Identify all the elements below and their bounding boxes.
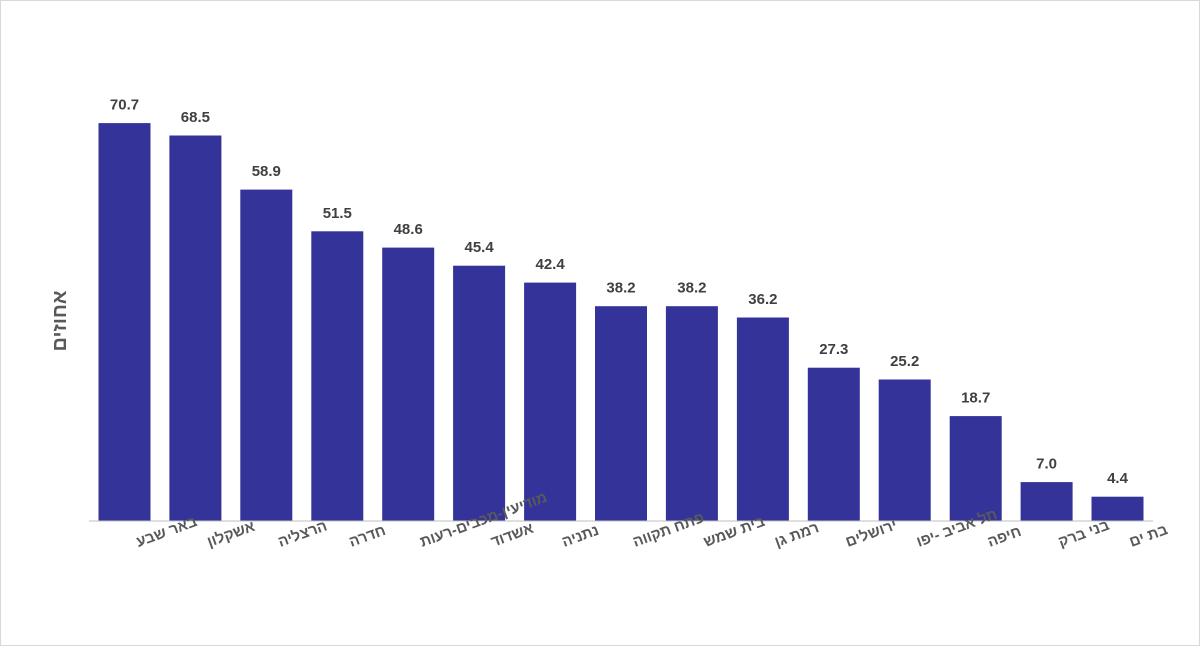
data-label-14: 7.0	[1036, 456, 1057, 473]
data-labels-group: 70.7 68.5 58.9 51.5 48.6 45.4 42.4 38.2 38.2 36.2…	[110, 97, 1129, 488]
x-tick-label-3: הרצליה	[276, 517, 330, 550]
x-tick-label-2: אשקלון	[205, 518, 257, 551]
bar-5	[381, 246, 436, 522]
data-label-15: 4.4	[1107, 470, 1129, 487]
x-tick-label-10: רמת גן	[772, 519, 821, 551]
y-axis-label: אחוזים	[49, 290, 71, 351]
data-label-3: 58.9	[252, 163, 281, 180]
data-label-7: 42.4	[535, 256, 565, 273]
x-tick-label-15: בת ים	[1127, 521, 1170, 551]
bar-1	[97, 122, 152, 522]
bar-12	[877, 378, 932, 522]
x-tick-label-13: חיפה	[985, 523, 1023, 551]
bar-8	[594, 305, 648, 522]
data-label-11: 27.3	[819, 341, 848, 358]
bar-14	[1019, 481, 1074, 522]
data-label-2: 68.5	[181, 109, 210, 126]
data-label-1: 70.7	[110, 97, 139, 114]
data-label-9: 38.2	[677, 280, 706, 297]
bar-4	[310, 230, 365, 522]
bar-10	[735, 316, 790, 522]
bars-group	[97, 122, 1145, 522]
bar-2	[168, 134, 223, 522]
data-label-10: 36.2	[748, 291, 777, 308]
data-label-8: 38.2	[606, 280, 635, 297]
data-label-12: 25.2	[890, 353, 919, 370]
data-label-5: 48.6	[394, 221, 423, 238]
bar-13	[948, 415, 1003, 522]
bar-3	[239, 188, 294, 522]
bar-15	[1090, 495, 1145, 522]
bar-9	[664, 305, 719, 522]
x-tick-label-4: חדרה	[347, 522, 388, 551]
x-tick-label-11: ירושלים	[843, 517, 899, 551]
x-tick-label-7: נתניה	[560, 522, 602, 551]
x-tick-label-14: בני ברק	[1056, 517, 1112, 551]
data-label-13: 18.7	[961, 390, 990, 407]
data-label-4: 51.5	[323, 205, 352, 222]
bar-11	[806, 366, 861, 522]
bar-7	[523, 281, 578, 522]
bar-6	[452, 264, 507, 522]
data-label-6: 45.4	[464, 239, 494, 256]
